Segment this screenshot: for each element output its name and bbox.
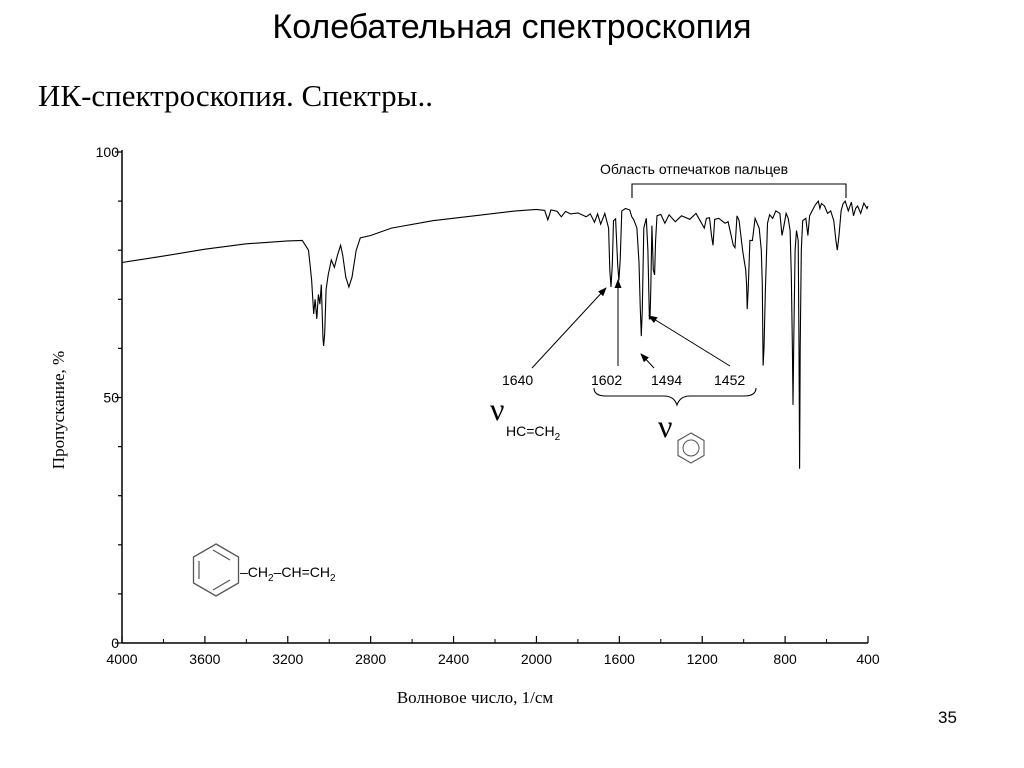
y-tick-label: 100 — [96, 144, 120, 160]
arrow-1494 — [640, 353, 655, 369]
x-tick-label: 1200 — [687, 651, 718, 667]
nu-vinyl-subscript: HC=CH2 — [506, 423, 561, 443]
x-tick-label: 400 — [856, 651, 880, 667]
nu-benzene-symbol: ν — [658, 408, 672, 444]
arrow-1640 — [531, 287, 607, 369]
x-tick-label: 4000 — [106, 651, 137, 667]
x-tick-label: 2000 — [521, 651, 552, 667]
peak-label-1602: 1602 — [591, 372, 622, 388]
molecule-formula: –CH2–CH=CH2 — [240, 564, 336, 584]
x-tick-label: 3200 — [272, 651, 303, 667]
x-tick-label: 2400 — [438, 651, 469, 667]
y-axis-title: Пропускание, % — [49, 351, 68, 469]
x-axis-ticks: 4000 3600 3200 2800 2400 2000 1600 1200 800 400 — [106, 636, 880, 667]
slide-subtitle: ИК-спектроскопия. Спектры.. — [38, 78, 433, 113]
nu-vinyl-symbol: ν — [490, 391, 504, 427]
x-tick-label: 2800 — [355, 651, 386, 667]
arrow-1452 — [648, 315, 731, 367]
peak-label-1640: 1640 — [502, 372, 533, 388]
benzene-ring-small-icon — [677, 432, 705, 464]
x-tick-label: 800 — [773, 651, 797, 667]
fingerprint-region-bracket — [631, 183, 847, 198]
y-tick-label: 50 — [103, 390, 119, 406]
y-axis-ticks: 0 50 100 — [96, 144, 122, 651]
series-line-transmittance — [121, 199, 869, 469]
x-tick-label: 3600 — [189, 651, 220, 667]
benzene-ring-icon — [192, 543, 240, 597]
peak-label-1494: 1494 — [651, 372, 682, 388]
fingerprint-region-label: Область отпечатков пальцев — [600, 161, 788, 177]
peak-label-1452: 1452 — [714, 372, 745, 388]
x-axis-title: Волновое число, 1/см — [397, 688, 554, 707]
slide-title: Колебательная спектроскопия — [272, 8, 752, 46]
y-tick-label: 0 — [111, 635, 119, 651]
page-number: 35 — [938, 708, 957, 727]
aromatic-peaks-brace — [593, 387, 757, 407]
x-tick-label: 1600 — [604, 651, 635, 667]
